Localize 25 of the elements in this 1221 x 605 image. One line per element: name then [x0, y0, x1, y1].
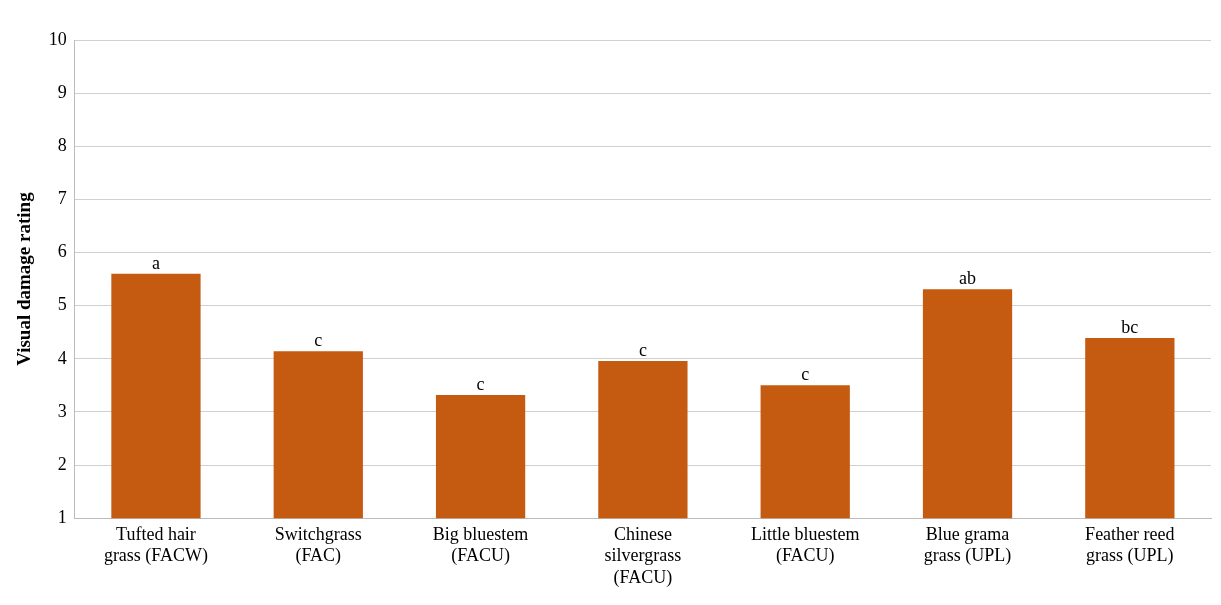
y-tick-label: 10: [48, 28, 67, 49]
annotation: c: [801, 364, 810, 385]
x-tick-label: Switchgrass (FAC): [274, 523, 362, 567]
x-tick-label: Chinese silvergrass (FACU): [604, 523, 682, 588]
y-tick-label: 2: [57, 453, 67, 474]
annotation: c: [638, 339, 647, 360]
annotation: bc: [1121, 316, 1139, 337]
annotation: c: [476, 373, 485, 394]
y-tick-label: 5: [57, 294, 67, 315]
annotation: a: [151, 252, 160, 273]
y-tick-label: 7: [57, 188, 67, 209]
x-tick-label: Little bluestem (FACU): [750, 523, 860, 567]
annotation: c: [314, 330, 323, 351]
x-tick-label: Blue grama grass (UPL): [923, 523, 1012, 567]
annotation: ab: [959, 267, 977, 288]
y-tick-label: 8: [57, 135, 67, 155]
x-tick-label: Big bluestem (FACU): [432, 523, 529, 567]
y-tick-label: 6: [57, 241, 67, 262]
y-tick-label: 1: [57, 506, 67, 527]
y-tick-label: 4: [57, 347, 67, 368]
x-tick-label: Feather reed grass (UPL): [1085, 523, 1175, 567]
y-axis-title: Visual damage rating: [13, 191, 35, 366]
y-tick-label: 3: [57, 400, 67, 421]
y-tick-label: 9: [57, 81, 67, 102]
x-tick-label: Tufted hair grass (FACW): [103, 523, 209, 567]
